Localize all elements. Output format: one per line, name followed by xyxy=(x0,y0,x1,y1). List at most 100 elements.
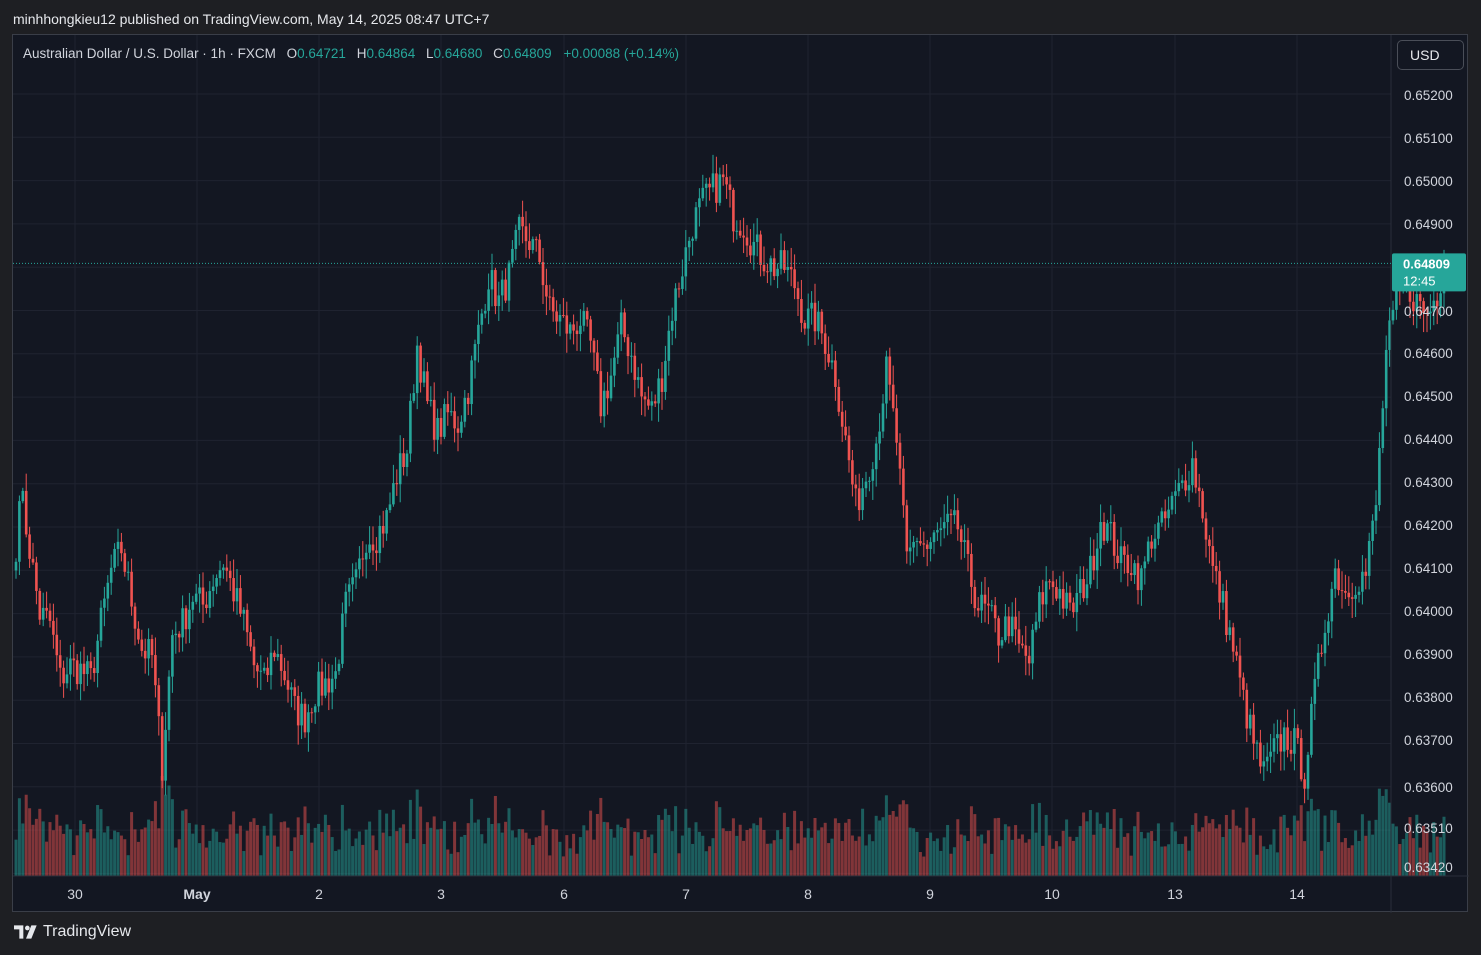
candle-body xyxy=(1218,571,1221,603)
candle-body xyxy=(310,712,314,714)
price-tick-label: 0.64100 xyxy=(1404,561,1453,576)
candle-body xyxy=(473,344,477,361)
candle-body xyxy=(154,655,157,686)
volume-bar xyxy=(449,853,453,876)
candle-body xyxy=(402,453,405,468)
volume-bar xyxy=(619,827,623,876)
candle-body xyxy=(1072,602,1075,613)
candle-body xyxy=(1095,548,1099,571)
candle-body xyxy=(830,360,834,363)
volume-bar xyxy=(1163,846,1167,876)
candle-body xyxy=(1085,584,1089,599)
candle-body xyxy=(256,665,259,672)
candle-body xyxy=(245,609,249,633)
candle-body xyxy=(194,593,198,602)
volume-bar xyxy=(470,798,474,876)
volume-bar xyxy=(721,828,725,876)
volume-bar xyxy=(667,814,671,876)
last-price-value: 0.64809 xyxy=(1403,256,1450,271)
currency-button[interactable]: USD xyxy=(1397,40,1464,70)
volume-bar xyxy=(782,812,786,876)
volume-bar xyxy=(1262,846,1266,876)
candle-body xyxy=(545,285,548,297)
tradingview-logo-icon xyxy=(14,925,37,939)
candle-body xyxy=(575,330,579,334)
volume-bar xyxy=(946,825,950,876)
candle-body xyxy=(1303,779,1306,789)
volume-bar xyxy=(34,818,38,876)
volume-bar xyxy=(1027,839,1031,876)
candle-body xyxy=(987,603,990,606)
candle-body xyxy=(337,663,341,672)
candle-body xyxy=(191,601,195,610)
volume-bar xyxy=(864,845,868,876)
time-tick-label: 2 xyxy=(315,886,323,902)
volume-bar xyxy=(1374,819,1378,876)
volume-bar xyxy=(1139,831,1143,876)
volume-bar xyxy=(269,813,273,876)
volume-bar xyxy=(1092,834,1096,876)
candle-body xyxy=(494,270,497,307)
candle-body xyxy=(514,229,518,249)
candle-body xyxy=(1296,728,1300,739)
candle-body xyxy=(874,443,878,470)
volume-bar xyxy=(1075,836,1079,876)
candle-body xyxy=(1323,632,1327,654)
volume-bar xyxy=(850,835,854,876)
candle-body xyxy=(201,587,205,605)
volume-bar xyxy=(283,821,287,876)
price-tick-label: 0.63510 xyxy=(1404,821,1453,836)
candle-body xyxy=(21,490,25,502)
candle-body xyxy=(806,308,810,329)
candle-body xyxy=(1235,651,1238,656)
volume-bar xyxy=(538,835,542,876)
volume-bar xyxy=(551,829,555,876)
candle-body xyxy=(633,355,637,380)
candle-body xyxy=(96,640,99,674)
volume-bar xyxy=(1296,820,1300,876)
candle-body xyxy=(548,296,552,298)
volume-bar xyxy=(371,835,375,876)
candle-body xyxy=(1146,541,1150,562)
volume-bar xyxy=(327,824,331,876)
volume-bar xyxy=(402,824,406,876)
candle-body xyxy=(759,234,762,265)
candle-body xyxy=(613,357,616,376)
candle-body xyxy=(674,288,677,321)
candle-body xyxy=(62,667,65,684)
volume-bar xyxy=(62,833,66,876)
candle-body xyxy=(354,569,358,578)
volume-bar xyxy=(242,851,246,876)
price-chart[interactable]: 0.65200 0.65100 0.65000 0.64900 0.64700 0.646… xyxy=(13,35,1469,913)
volume-bar xyxy=(45,841,49,876)
candle-body xyxy=(52,620,55,635)
volume-bar xyxy=(1133,826,1137,876)
candle-body xyxy=(1197,487,1201,492)
legend-close-label: C xyxy=(493,46,503,61)
time-tick-label: 30 xyxy=(67,886,83,902)
candle-body xyxy=(232,578,235,602)
volume-bar xyxy=(1405,832,1409,876)
time-tick-label: 13 xyxy=(1167,886,1183,902)
volume-bar xyxy=(1224,814,1228,876)
tradingview-logo[interactable]: TradingView xyxy=(14,923,131,941)
candle-body xyxy=(1276,734,1279,739)
volume-bar xyxy=(799,821,803,876)
time-tick-label: 3 xyxy=(437,886,445,902)
candle-body xyxy=(895,408,898,443)
volume-bar xyxy=(1428,852,1432,876)
candle-body xyxy=(1422,301,1425,313)
volume-bar xyxy=(1105,812,1109,876)
volume-bar xyxy=(385,813,389,876)
candle-body xyxy=(1269,751,1272,757)
volume-bar xyxy=(1340,842,1344,876)
volume-bar xyxy=(1041,845,1045,876)
volume-bar xyxy=(453,821,457,876)
volume-bar xyxy=(1289,835,1293,876)
candle-body xyxy=(358,558,361,570)
volume-bar xyxy=(1031,804,1035,876)
volume-bar xyxy=(925,838,929,876)
chart-frame[interactable]: 0.65200 0.65100 0.65000 0.64900 0.64700 0.646… xyxy=(12,34,1469,913)
candle-body xyxy=(772,258,776,277)
candle-body xyxy=(198,587,201,594)
